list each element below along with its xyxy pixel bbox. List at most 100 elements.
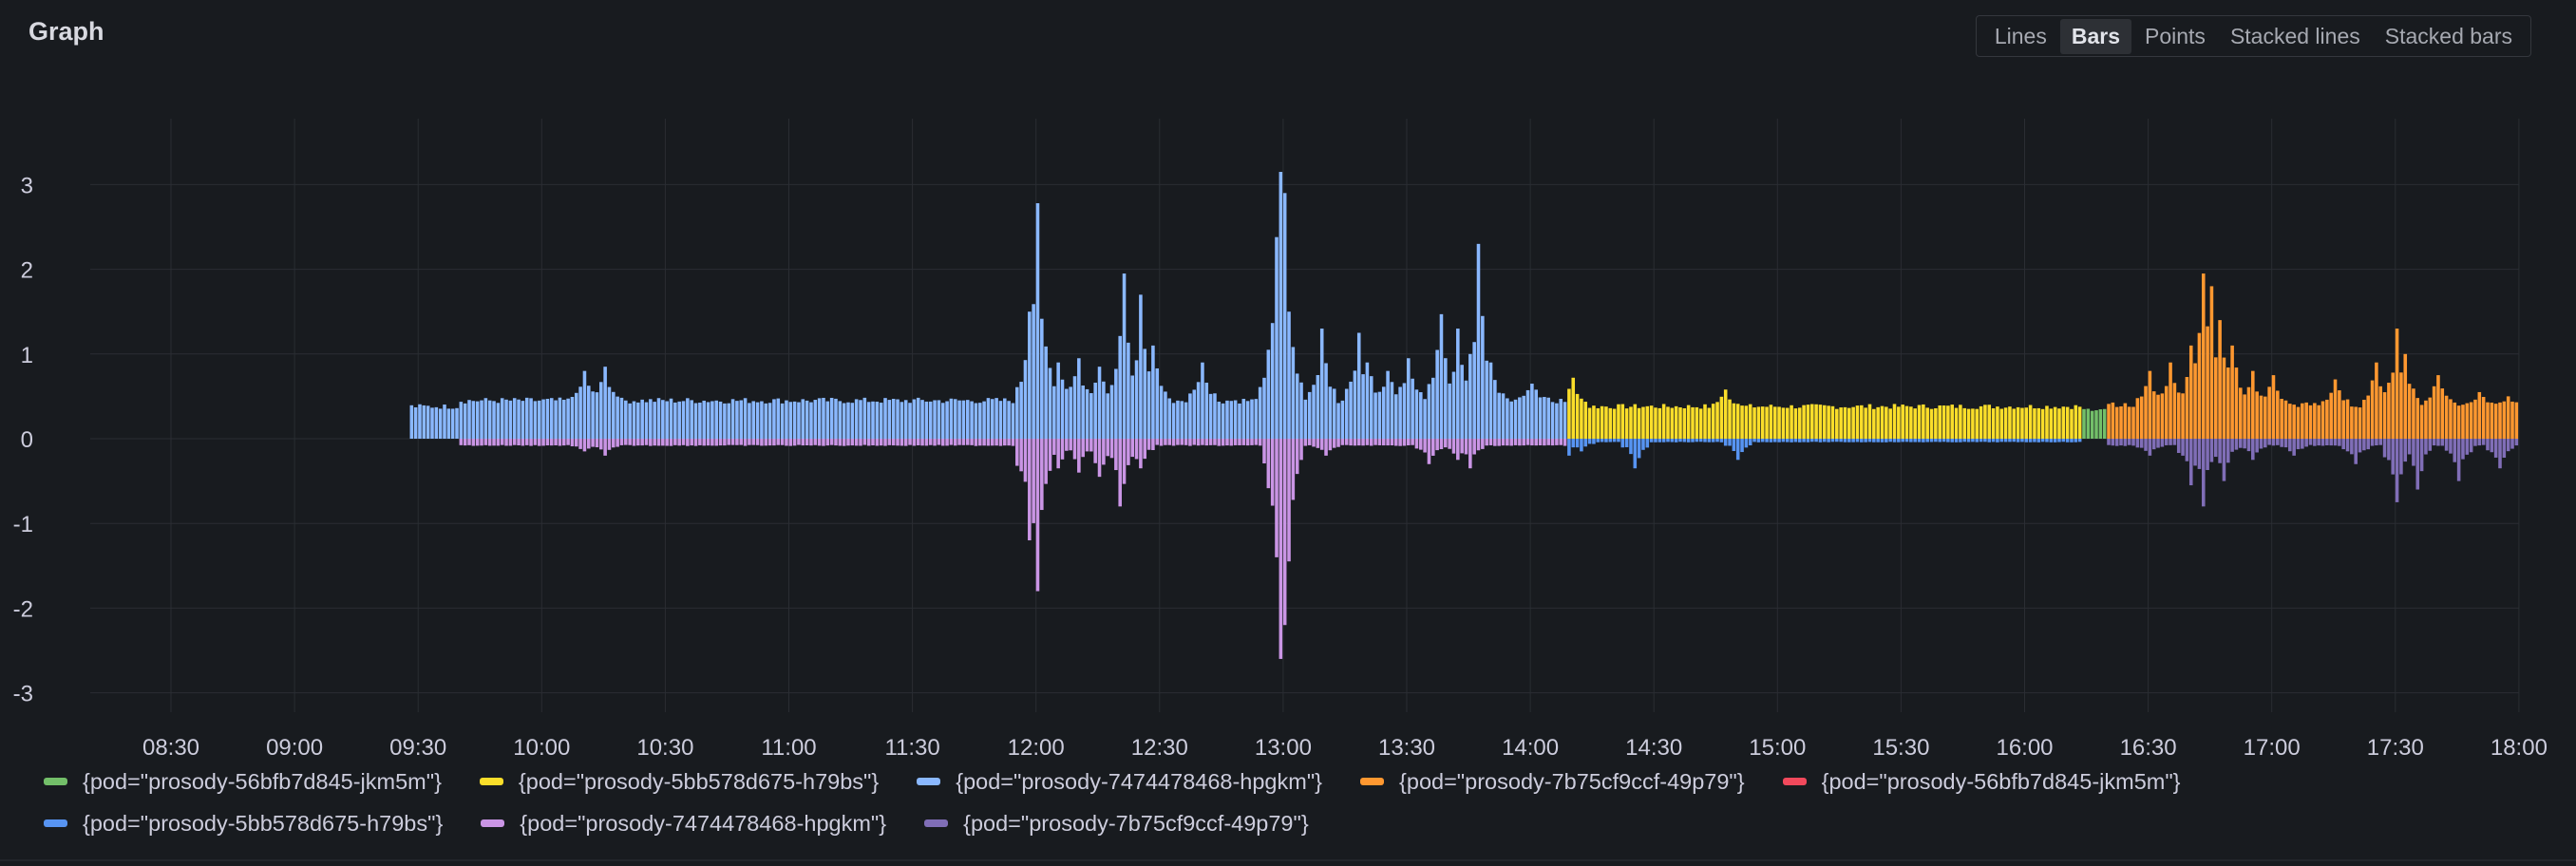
bar-series-7: [2378, 439, 2383, 445]
x-tick-label: 14:00: [1502, 735, 1559, 760]
bar-series-2: [603, 367, 607, 439]
bar-series-2: [1448, 383, 1451, 439]
bar-series-6: [1176, 439, 1180, 445]
bar-series-2: [529, 398, 533, 439]
bar-series-7: [2160, 439, 2165, 447]
bar-series-2: [1032, 304, 1035, 439]
bar-series-6: [727, 439, 731, 445]
mode-stacked-lines[interactable]: Stacked lines: [2229, 23, 2360, 48]
bar-series-7: [2313, 439, 2317, 446]
bar-series-5: [1641, 439, 1645, 450]
bar-series-2: [1089, 393, 1093, 439]
legend-item[interactable]: {pod="prosody-7b75cf9ccf-49p79"}: [1360, 765, 1745, 798]
bar-series-7: [2461, 439, 2465, 460]
bar-series-6: [1275, 439, 1279, 557]
legend-swatch: [1782, 778, 1807, 785]
bar-series-6: [871, 439, 875, 446]
bar-series-3: [2201, 273, 2206, 439]
bar-series-6: [1468, 439, 1472, 469]
legend-item[interactable]: {pod="prosody-7474478468-hpgkm"}: [917, 765, 1322, 798]
bar-chart[interactable]: 3 2 1 0 -1 -2 -3 08:30 09:00 09:30 10:00 10:30 11:0…: [0, 0, 2576, 760]
bar-series-6: [912, 439, 917, 446]
bar-series-7: [2127, 439, 2131, 445]
bar-series-2: [1143, 348, 1147, 439]
legend-item[interactable]: {pod="prosody-56bfb7d845-jkm5m"}: [44, 765, 442, 798]
bar-series-2: [656, 398, 661, 439]
bar-series-6: [1250, 439, 1254, 445]
bar-series-5: [1732, 439, 1736, 451]
bar-series-1: [1950, 405, 1954, 439]
bar-series-3: [2111, 402, 2115, 439]
bar-series-2: [1097, 367, 1102, 439]
bar-series-6: [1365, 439, 1370, 445]
x-tick-label: 12:30: [1131, 735, 1188, 760]
legend-item[interactable]: {pod="prosody-56bfb7d845-jkm5m"}: [1782, 765, 2181, 798]
legend-item[interactable]: {pod="prosody-7b75cf9ccf-49p79"}: [924, 807, 1309, 839]
bar-series-2: [1349, 381, 1353, 439]
bar-series-6: [1233, 439, 1238, 445]
bar-series-2: [1102, 381, 1106, 439]
x-tick-label: 13:00: [1255, 735, 1312, 760]
bar-series-6: [1411, 439, 1414, 445]
bar-series-1: [2028, 405, 2033, 439]
bar-series-5: [1888, 439, 1892, 442]
bar-series-6: [1093, 439, 1097, 463]
bar-series-3: [2345, 399, 2350, 439]
bar-series-1: [1818, 405, 1823, 439]
bar-series-5: [1703, 439, 1707, 442]
bar-series-6: [669, 439, 673, 446]
bar-series-3: [2424, 400, 2428, 439]
bar-series-2: [1023, 360, 1028, 439]
bar-series-6: [1448, 439, 1451, 449]
bar-series-5: [1823, 439, 1827, 442]
bar-series-3: [2395, 329, 2399, 439]
bar-series-5: [1592, 439, 1596, 444]
bar-series-1: [1809, 404, 1814, 439]
mode-points[interactable]: Points: [2145, 23, 2206, 48]
bar-series-6: [640, 439, 644, 446]
bar-series-2: [1538, 397, 1543, 439]
bar-series-2: [1513, 399, 1518, 439]
bar-series-2: [1052, 386, 1056, 439]
mode-bars[interactable]: Bars: [2059, 18, 2131, 54]
bar-series-2: [483, 398, 488, 439]
bar-series-6: [1106, 439, 1109, 457]
mode-lines[interactable]: Lines: [1994, 23, 2047, 48]
bar-series-3: [2193, 363, 2197, 439]
bar-series-2: [545, 399, 550, 439]
bar-series-2: [443, 405, 446, 439]
bar-series-6: [822, 439, 825, 446]
bar-series-6: [698, 439, 702, 445]
bar-series-5: [1649, 439, 1654, 442]
bar-series-5: [1772, 439, 1777, 442]
bar-series-6: [1509, 439, 1513, 446]
bar-series-6: [1279, 439, 1283, 659]
mode-stacked-bars[interactable]: Stacked bars: [2384, 23, 2512, 48]
bar-series-6: [1373, 439, 1377, 445]
bar-series-2: [1563, 402, 1567, 439]
bar-series-6: [1451, 439, 1456, 454]
legend-item[interactable]: {pod="prosody-5bb578d675-h79bs"}: [479, 765, 879, 798]
bar-series-1: [1654, 407, 1657, 439]
legend-item[interactable]: {pod="prosody-5bb578d675-h79bs"}: [44, 807, 443, 839]
bar-series-1: [2053, 406, 2057, 439]
bar-series-3: [2510, 401, 2514, 439]
bar-series-2: [1361, 374, 1365, 439]
bar-series-3: [2114, 406, 2119, 439]
bar-series-7: [2255, 439, 2259, 453]
bar-series-1: [1723, 389, 1728, 439]
legend-item[interactable]: {pod="prosody-7474478468-hpgkm"}: [481, 807, 886, 839]
legend-swatch: [481, 819, 505, 827]
y-tick-label: 2: [21, 258, 33, 284]
bar-series-2: [908, 403, 912, 439]
bar-series-1: [2003, 407, 2008, 439]
bar-series-5: [2074, 439, 2078, 442]
bar-series-6: [875, 439, 880, 446]
bar-series-7: [2465, 439, 2470, 455]
bar-series-2: [524, 397, 529, 439]
bar-series-3: [2131, 406, 2135, 439]
bar-series-5: [1946, 439, 1950, 442]
bar-series-2: [487, 400, 492, 439]
bar-series-3: [2481, 397, 2486, 439]
bar-series-2: [801, 399, 805, 439]
